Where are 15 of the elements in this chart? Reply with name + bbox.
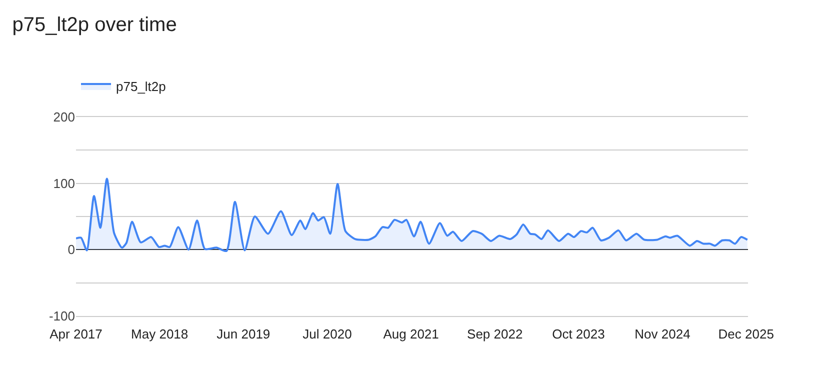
x-tick-label: Apr 2017 [50,326,102,342]
x-tick-label: Nov 2024 [634,326,690,342]
y-tick-label: 200 [53,110,75,125]
x-tick-label: Aug 2021 [383,326,439,342]
y-tick-label: 0 [68,242,75,258]
x-tick-label: Dec 2025 [718,326,774,342]
x-tick-label: Jun 2019 [216,326,270,342]
x-tick-label: Jul 2020 [302,326,352,342]
legend-label: p75_lt2p [116,79,166,94]
chart-title: p75_lt2p over time [12,14,177,36]
x-tick-label: May 2018 [131,326,188,342]
y-tick-label: -100 [48,308,75,324]
x-tick-label: Sep 2022 [467,326,523,342]
x-tick-label: Oct 2023 [552,326,605,342]
y-tick-label: 100 [53,176,75,191]
